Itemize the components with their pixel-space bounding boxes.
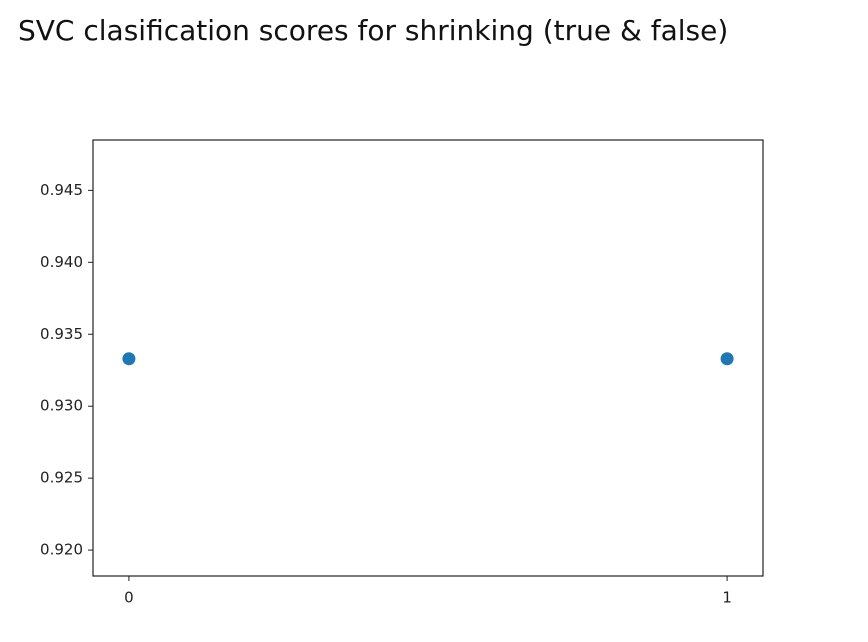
y-tick-label: 0.935 <box>40 325 83 343</box>
x-tick-label: 1 <box>722 589 732 607</box>
y-tick-label: 0.930 <box>40 397 83 415</box>
plot-frame <box>92 139 764 577</box>
y-tick-label: 0.945 <box>40 181 83 199</box>
y-tick-label: 0.940 <box>40 253 83 271</box>
y-tick-label: 0.920 <box>40 541 83 559</box>
x-tick-label: 0 <box>124 589 134 607</box>
chart-title: SVC clasification scores for shrinking (… <box>18 14 728 47</box>
point <box>122 352 136 366</box>
y-tick-label: 0.925 <box>40 469 83 487</box>
point <box>720 352 734 366</box>
